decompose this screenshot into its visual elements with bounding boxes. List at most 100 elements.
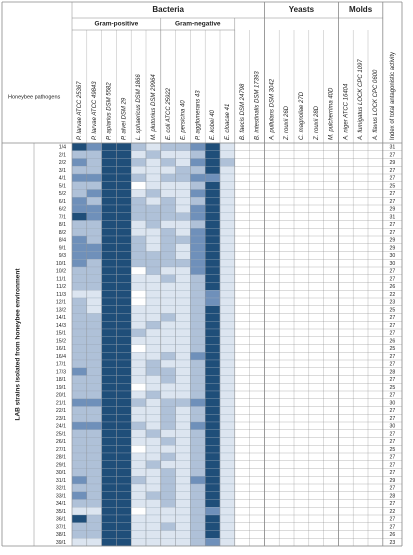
heat-cell (219, 259, 235, 268)
heat-cell (219, 483, 235, 492)
heat-cell (101, 251, 117, 260)
heat-cell (175, 305, 191, 314)
heat-cell (101, 421, 117, 430)
heat-cell (71, 476, 87, 485)
heat-cell (101, 197, 117, 206)
strain-label: 24/1 (56, 424, 66, 430)
heat-cell (101, 328, 117, 337)
heat-cell (145, 266, 161, 275)
heat-cell (219, 328, 235, 337)
heat-cell (219, 290, 235, 299)
strain-label: 30/1 (56, 470, 66, 476)
heat-cell (145, 274, 161, 283)
heat-cell (219, 390, 235, 399)
heat-cell (71, 235, 87, 244)
heat-cell (145, 390, 161, 399)
heat-cell (131, 274, 147, 283)
heat-cell (160, 243, 176, 252)
index-value: 27 (390, 501, 396, 507)
heat-cell (219, 437, 235, 446)
heat-cell (219, 414, 235, 423)
heat-cell (145, 483, 161, 492)
index-value: 23 (390, 300, 396, 306)
heat-cell (116, 507, 132, 516)
heat-cell (190, 336, 206, 345)
strain-label: 15/1 (56, 331, 66, 337)
heat-cell (175, 367, 191, 376)
heat-cell (145, 437, 161, 446)
heat-cell (71, 390, 87, 399)
heat-cell (160, 204, 176, 213)
strain-label: 14/3 (56, 323, 66, 329)
heat-cell (219, 398, 235, 407)
heat-cell (71, 344, 87, 353)
heat-cell (71, 321, 87, 330)
heat-cell (190, 367, 206, 376)
heat-cell (145, 212, 161, 221)
heat-cell (160, 282, 176, 291)
strain-label: 22/1 (56, 408, 66, 414)
heat-cell (160, 359, 176, 368)
heat-cell (71, 406, 87, 415)
strain-label: 11/2 (56, 284, 66, 290)
heat-cell (116, 398, 132, 407)
heat-cell (145, 460, 161, 469)
heat-cell (101, 414, 117, 423)
heat-cell (205, 530, 221, 539)
index-value: 28 (390, 493, 396, 499)
heat-cell (131, 375, 147, 384)
heat-cell (71, 522, 87, 531)
strain-label: 1/4 (59, 145, 66, 151)
heat-cell (101, 468, 117, 477)
heat-cell (71, 181, 87, 190)
heat-cell (190, 514, 206, 523)
index-value: 27 (390, 486, 396, 492)
heat-cell (116, 530, 132, 539)
heat-cell (86, 243, 102, 252)
heat-cell (86, 266, 102, 275)
strain-label: 31/1 (56, 478, 66, 484)
heat-cell (160, 476, 176, 485)
strain-label: 16/1 (56, 346, 66, 352)
index-value: 27 (390, 191, 396, 197)
heat-cell (145, 142, 161, 151)
heat-cell (160, 460, 176, 469)
heat-cell (101, 367, 117, 376)
column-header: E. coli ATCC 25922 (166, 87, 172, 140)
heat-cell (205, 352, 221, 361)
heat-cell (175, 251, 191, 260)
heat-cell (160, 313, 176, 322)
heat-cell (160, 251, 176, 260)
heat-cell (160, 483, 176, 492)
heat-cell (131, 235, 147, 244)
heat-cell (160, 530, 176, 539)
heat-cell (160, 266, 176, 275)
heat-cell (71, 359, 87, 368)
strain-label: 25/1 (56, 431, 66, 437)
heat-cell (71, 491, 87, 500)
heat-cell (71, 414, 87, 423)
heat-cell (131, 460, 147, 469)
heat-cell (86, 150, 102, 159)
heat-cell (131, 228, 147, 237)
index-value: 25 (390, 183, 396, 189)
heat-cell (86, 352, 102, 361)
heat-cell (116, 491, 132, 500)
heat-cell (190, 429, 206, 438)
heat-cell (71, 328, 87, 337)
index-value: 22 (390, 509, 396, 515)
heat-cell (145, 429, 161, 438)
heat-cell (131, 251, 147, 260)
heat-cell (219, 150, 235, 159)
heat-cell (145, 476, 161, 485)
heat-cell (205, 166, 221, 175)
heat-cell (190, 522, 206, 531)
index-value: 22 (390, 292, 396, 298)
heat-cell (175, 259, 191, 268)
strain-label: 12/1 (56, 300, 66, 306)
index-value: 27 (390, 408, 396, 414)
heat-cell (101, 204, 117, 213)
heat-cell (175, 352, 191, 361)
strain-label: 9/1 (59, 245, 66, 251)
